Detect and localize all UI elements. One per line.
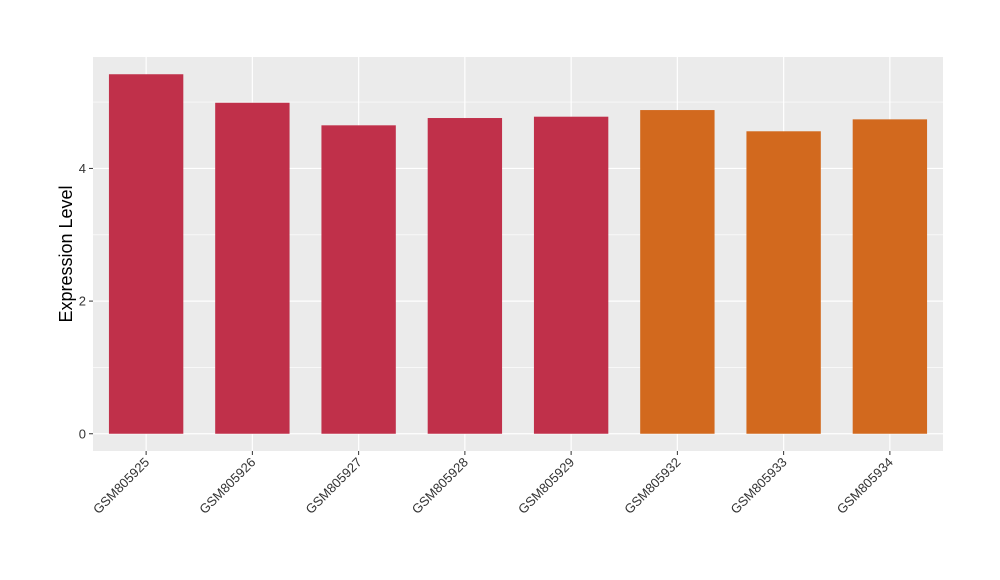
y-tick-label: 2 [79, 294, 86, 309]
bar-GSM805926 [215, 102, 290, 434]
y-axis-title: Expression Level [56, 185, 76, 322]
x-tick-label: GSM805932 [621, 455, 683, 517]
bars [108, 74, 928, 434]
bar-GSM805928 [427, 118, 503, 434]
x-tick-label: GSM805934 [834, 455, 896, 517]
y-tick-label: 4 [79, 161, 86, 176]
bar-GSM805927 [321, 125, 396, 434]
bar-GSM805934 [852, 119, 928, 434]
x-tick-label: GSM805933 [728, 455, 790, 517]
x-tick-label: GSM805925 [90, 455, 152, 517]
y-tick-label: 0 [79, 426, 86, 441]
bar-GSM805933 [746, 131, 821, 434]
bar-GSM805925 [108, 74, 184, 434]
x-tick-label: GSM805926 [196, 455, 258, 517]
x-axis: GSM805925 GSM805926 GSM805927 GSM805928 GSM8… [90, 451, 896, 517]
x-tick-label: GSM805928 [409, 455, 471, 517]
y-axis: 0 2 4 [79, 161, 93, 441]
bar-GSM805932 [640, 110, 715, 434]
x-tick-label: GSM805929 [515, 455, 577, 517]
x-tick-label: GSM805927 [303, 455, 365, 517]
bar-GSM805929 [533, 116, 609, 434]
